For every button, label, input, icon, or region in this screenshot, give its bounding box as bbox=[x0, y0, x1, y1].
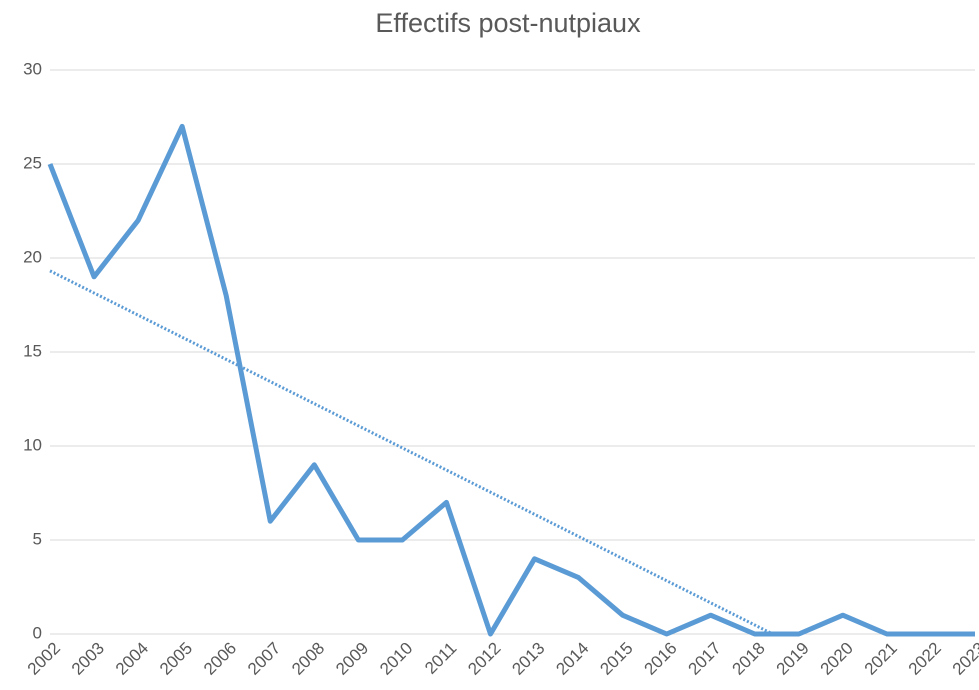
y-tick-label: 15 bbox=[23, 341, 42, 360]
x-tick-label: 2008 bbox=[288, 639, 328, 679]
y-tick-label: 0 bbox=[33, 623, 42, 642]
trendline bbox=[49, 269, 774, 636]
x-tick-label: 2004 bbox=[112, 639, 152, 679]
x-tick-label: 2023 bbox=[949, 639, 979, 679]
x-tick-label: 2002 bbox=[24, 639, 64, 679]
y-tick-label: 10 bbox=[23, 435, 42, 454]
chart-title: Effectifs post-nutpiaux bbox=[375, 8, 641, 38]
x-tick-label: 2022 bbox=[905, 639, 945, 679]
x-tick-label: 2005 bbox=[156, 639, 196, 679]
x-tick-label: 2014 bbox=[552, 639, 592, 679]
x-tick-label: 2010 bbox=[376, 639, 416, 679]
y-tick-label: 30 bbox=[23, 59, 42, 78]
x-tick-label: 2018 bbox=[729, 639, 769, 679]
x-tick-label: 2021 bbox=[861, 639, 901, 679]
y-tick-label: 20 bbox=[23, 247, 42, 266]
x-tick-label: 2013 bbox=[508, 639, 548, 679]
x-tick-label: 2007 bbox=[244, 639, 284, 679]
y-tick-label: 25 bbox=[23, 153, 42, 172]
x-tick-label: 2016 bbox=[640, 639, 680, 679]
x-tick-label: 2012 bbox=[464, 639, 504, 679]
x-tick-label: 2009 bbox=[332, 639, 372, 679]
x-tick-label: 2003 bbox=[68, 639, 108, 679]
x-tick-label: 2006 bbox=[200, 639, 240, 679]
x-tick-label: 2015 bbox=[596, 639, 636, 679]
data-line bbox=[47, 123, 975, 637]
x-tick-label: 2020 bbox=[817, 639, 857, 679]
x-tick-label: 2017 bbox=[685, 639, 725, 679]
y-tick-label: 5 bbox=[33, 529, 42, 548]
x-tick-label: 2011 bbox=[421, 639, 460, 678]
x-tick-label: 2019 bbox=[773, 639, 813, 679]
